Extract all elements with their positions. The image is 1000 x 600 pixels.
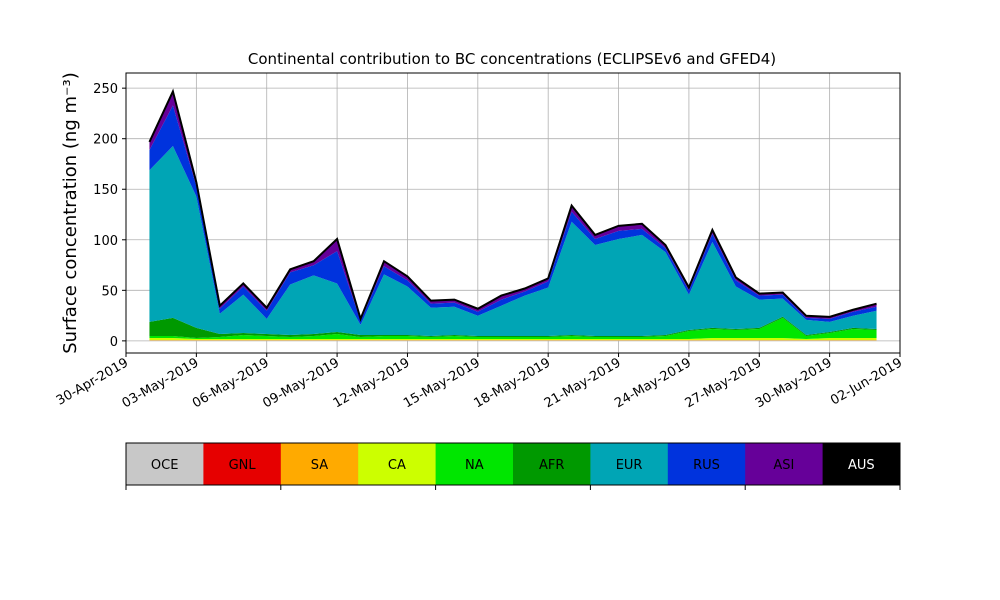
colorbar-label-afr: AFR — [539, 458, 564, 473]
area-rus — [149, 105, 877, 325]
x-tick-label: 27-May-2019 — [683, 355, 765, 411]
area-oce — [149, 340, 877, 341]
colorbar-cell-rus — [667, 443, 746, 485]
area-aus — [149, 91, 877, 319]
area-asi — [149, 91, 877, 321]
x-tick-label: 30-Apr-2019 — [54, 355, 131, 408]
colorbar-cell-asi — [745, 443, 824, 485]
colorbar-label-oce: OCE — [151, 458, 179, 473]
x-tick-label: 12-May-2019 — [331, 355, 413, 411]
colorbar-cell-gnl — [203, 443, 282, 485]
colorbar-label-ca: CA — [388, 458, 406, 473]
area-afr — [149, 316, 877, 339]
x-tick-label: 30-May-2019 — [753, 355, 835, 411]
colorbar-label-sa: SA — [311, 458, 328, 473]
stacked-areas — [149, 91, 877, 341]
x-tick-label: 15-May-2019 — [401, 355, 483, 411]
y-tick-label: 50 — [101, 284, 118, 299]
colorbar-label-aus: AUS — [848, 458, 875, 473]
x-tick-label: 09-May-2019 — [260, 355, 342, 411]
colorbar-frame — [125, 442, 901, 486]
x-axis: 30-Apr-201903-May-201906-May-201909-May-… — [54, 353, 905, 411]
x-tick-label: 02-Jun-2019 — [828, 355, 905, 408]
y-tick-label: 100 — [93, 234, 118, 249]
y-tick-label: 0 — [110, 335, 118, 350]
colorbar-cell-ca — [358, 443, 437, 485]
colorbar-cell-aus — [822, 443, 901, 485]
y-tick-label: 200 — [93, 133, 118, 148]
area-na — [149, 317, 877, 340]
y-tick-label: 250 — [93, 82, 118, 97]
colorbar-label-eur: EUR — [616, 458, 643, 473]
colorbar-label-na: NA — [465, 458, 484, 473]
x-tick-label: 03-May-2019 — [120, 355, 202, 411]
colorbar-label-gnl: GNL — [229, 458, 257, 473]
y-tick-label: 150 — [93, 183, 118, 198]
x-tick-label: 24-May-2019 — [612, 355, 694, 411]
colorbar-label-asi: ASI — [773, 458, 794, 473]
colorbar-label-rus: RUS — [693, 458, 720, 473]
chart-title: Continental contribution to BC concentra… — [248, 50, 776, 68]
colorbar-cell-afr — [513, 443, 591, 485]
area-eur — [149, 145, 877, 337]
x-tick-label: 18-May-2019 — [472, 355, 554, 411]
total-outline — [148, 88, 877, 322]
y-axis-label: Surface concentration (ng m⁻³) — [60, 72, 81, 354]
x-tick-label: 21-May-2019 — [542, 355, 624, 411]
colorbar-cell-oce — [126, 443, 204, 485]
colorbar-cell-sa — [280, 443, 359, 485]
colorbar-cell-na — [435, 443, 514, 485]
plot-frame — [125, 72, 901, 354]
x-tick-label: 06-May-2019 — [190, 355, 272, 411]
region-colorbar: OCE GNL SA CA NA AFR EUR RUS ASI AUS — [125, 442, 901, 490]
y-axis: 0 50 100 150 200 250 — [93, 82, 126, 350]
colorbar-cell-eur — [590, 443, 669, 485]
